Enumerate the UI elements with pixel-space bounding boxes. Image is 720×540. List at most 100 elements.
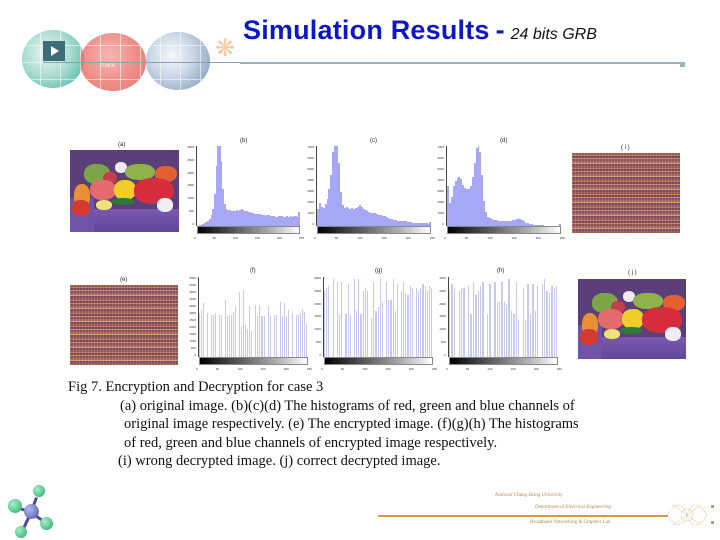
histogram-bar (553, 288, 555, 357)
histogram-bar (339, 191, 342, 226)
histogram-bar (406, 221, 409, 226)
histogram-bar (221, 314, 223, 357)
flower-icon: ❋ (215, 35, 236, 62)
histogram-bar (479, 286, 482, 357)
histogram-bar (347, 207, 350, 226)
footer-bullet (711, 505, 714, 508)
histogram-bar (408, 222, 411, 226)
histogram-bar (498, 302, 501, 357)
x-tick-label: 0 (314, 236, 316, 240)
histogram-bar (353, 279, 356, 357)
histogram-bar (379, 215, 382, 226)
histogram-bar (411, 288, 413, 357)
title-subtitle: 24 bits GRB (510, 26, 597, 43)
histogram-bar (494, 220, 497, 226)
histogram-bar (429, 222, 432, 226)
histogram-bar (298, 212, 300, 226)
histogram-bar (284, 216, 287, 226)
y-tick-label: 3000 (307, 189, 314, 193)
histogram-bar (281, 216, 284, 226)
histogram-bar (275, 314, 277, 357)
histogram-bar (247, 212, 250, 226)
histogram-bar (289, 215, 292, 226)
panel-label-h: (h) (497, 268, 505, 274)
histogram-bar (421, 223, 424, 226)
histogram-bar (460, 179, 463, 226)
histogram-bar (360, 207, 363, 226)
histogram-bar (532, 224, 535, 226)
x-tick-label: 50 (464, 236, 469, 240)
histogram-bar (458, 290, 460, 357)
histogram-bar (200, 224, 203, 226)
histogram-bar (332, 151, 335, 226)
x-tick-label: 250 (298, 236, 304, 240)
histogram-bar (267, 215, 270, 226)
y-tick-label: 1500 (189, 332, 196, 336)
x-tick-label: 150 (260, 367, 266, 371)
y-tick-label: 1000 (189, 339, 196, 343)
y-tick-label: 0 (319, 352, 321, 357)
y-tick-label: 2000 (439, 301, 446, 306)
histogram-bar (259, 304, 261, 357)
histogram-bar (269, 316, 271, 357)
histogram-bar (349, 208, 352, 226)
histogram-bar (488, 218, 491, 226)
histogram-bar (278, 216, 280, 226)
y-tick-label: 4000 (189, 297, 196, 301)
histogram-bar (460, 288, 463, 357)
histogram-bar (532, 283, 534, 357)
histogram-bar (534, 224, 537, 226)
y-tick-label: 3500 (189, 304, 196, 308)
play-icon[interactable] (43, 41, 65, 61)
histogram-bar (501, 281, 503, 357)
wrong-decrypted-image (572, 153, 680, 233)
histogram-bar (418, 290, 420, 357)
histogram-bar (264, 215, 267, 226)
histogram-bar (389, 218, 392, 226)
histogram-bar (261, 214, 263, 226)
y-tick-label: 0 (442, 222, 444, 226)
y-tick-label: 4000 (437, 178, 444, 182)
histogram-bar (404, 221, 407, 226)
histogram-bar (211, 314, 213, 357)
histogram-bar (326, 288, 328, 357)
histogram-bar (272, 215, 275, 226)
histogram-bar (336, 146, 338, 226)
histogram-bar (489, 283, 491, 357)
x-tick-label: 150 (385, 367, 391, 371)
histogram-bar (245, 325, 247, 357)
histogram-bar (381, 215, 384, 226)
x-tick-label: 100 (487, 236, 493, 240)
histogram-bar (400, 221, 403, 226)
x-tick-label: 150 (510, 367, 516, 371)
histogram-bar (463, 288, 465, 357)
y-tick-label: 500 (440, 340, 446, 345)
histogram-bar (508, 279, 510, 357)
x-axis-ticks: 0 50 100 150 200 250 (321, 367, 437, 371)
caption-line: of red, green and blue channels of encry… (124, 434, 498, 451)
histogram-bar (482, 281, 484, 357)
x-tick-label: 200 (535, 236, 541, 240)
histogram-bar (385, 216, 388, 226)
y-tick-label: 0 (444, 352, 446, 357)
histogram-bar (305, 323, 307, 357)
x-tick-label: 150 (381, 236, 387, 240)
histogram-bar (425, 223, 428, 226)
histogram-bar (453, 288, 456, 357)
y-tick-label: 5000 (307, 167, 314, 171)
histogram-bar (254, 213, 257, 226)
panel-label-d: (d) (500, 138, 508, 144)
histogram-bar (528, 223, 531, 226)
histogram-bars (197, 146, 300, 226)
histogram-bar (285, 316, 287, 357)
histogram-g: 3000 2500 2000 1500 1000 500 0 0 50 100 150 200 250 (314, 277, 437, 372)
histogram-bar (414, 222, 417, 226)
histogram-bar (256, 214, 258, 226)
histogram-bar (362, 208, 365, 226)
title-text: Simulation Results (243, 15, 490, 45)
histogram-bar (477, 290, 479, 357)
lab-logo-icon (666, 504, 708, 526)
histogram-bar (349, 314, 351, 357)
histogram-bar (386, 281, 388, 357)
histogram-bar (372, 213, 375, 226)
